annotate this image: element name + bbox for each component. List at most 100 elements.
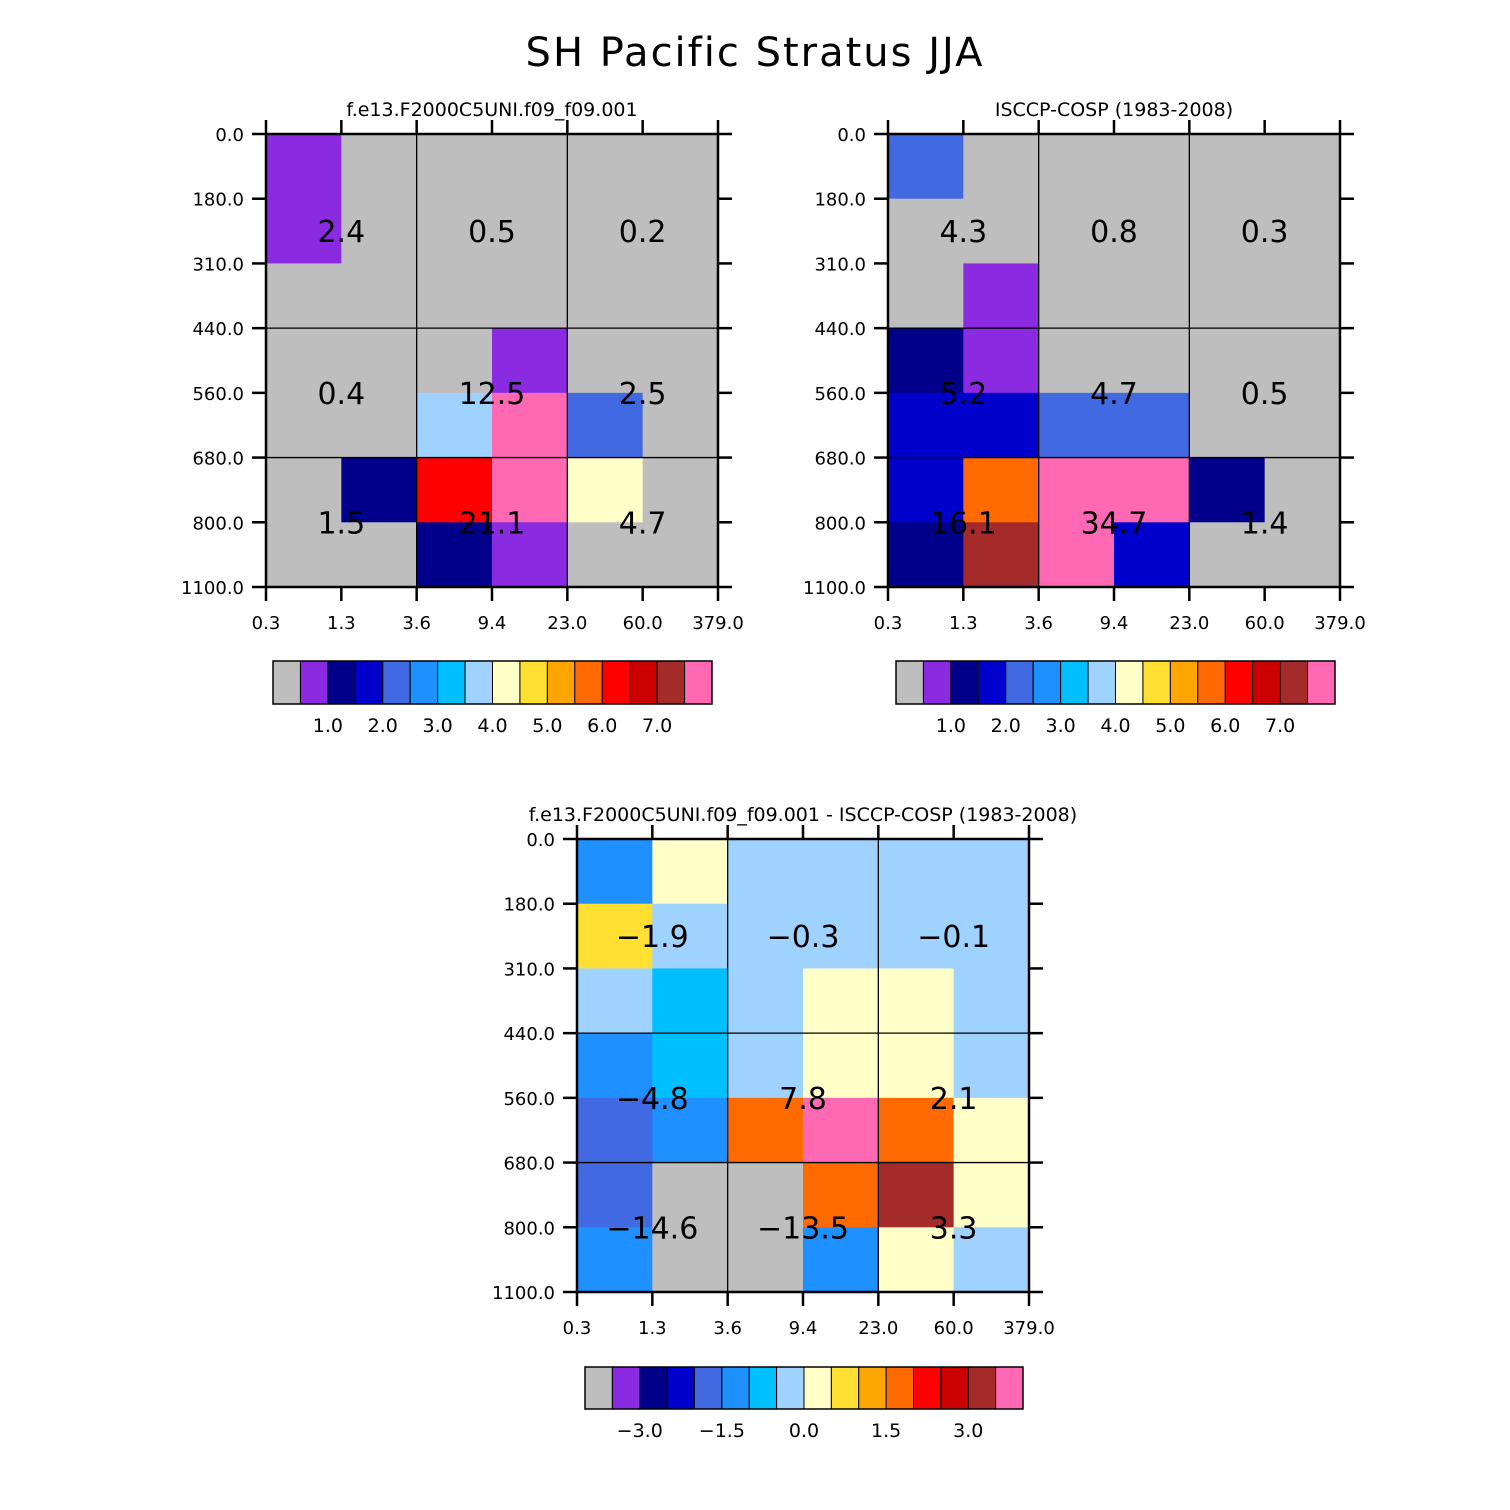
heatmap-cell	[1114, 392, 1190, 459]
heatmap-cell	[1264, 392, 1341, 459]
heatmap-cell	[1114, 457, 1190, 523]
panel-title: f.e13.F2000C5UNI.f09_f09.001 - ISCCP-COS…	[529, 804, 1077, 826]
heatmap-cell	[803, 903, 879, 970]
heatmap-cell	[652, 1097, 729, 1164]
heatmap-cell	[1189, 263, 1266, 329]
x-tick-label: 3.6	[713, 1318, 742, 1339]
heatmap-cell	[416, 263, 493, 329]
heatmap-cell	[341, 522, 418, 588]
x-tick-label: 9.4	[478, 613, 507, 634]
heatmap-cell	[1114, 263, 1190, 329]
heatmap-cell	[888, 134, 964, 200]
heatmap-cell	[652, 1162, 729, 1228]
panel-title: f.e13.F2000C5UNI.f09_f09.001	[346, 99, 637, 121]
colorbar-box	[666, 1366, 695, 1410]
heatmap-cell	[727, 968, 804, 1034]
y-tick-label: 310.0	[503, 959, 555, 980]
heatmap-cell	[577, 1097, 653, 1164]
colorbar-box	[694, 1366, 723, 1410]
y-tick-label: 0.0	[526, 830, 555, 851]
heatmap-cell	[577, 839, 653, 905]
group-value-label: 0.3	[1241, 215, 1289, 250]
y-tick-label: 1100.0	[492, 1283, 555, 1304]
colorbar-box	[1307, 660, 1336, 705]
heatmap-cell	[953, 903, 1030, 970]
y-tick-label: 560.0	[503, 1089, 555, 1110]
heatmap-cell	[492, 328, 568, 394]
heatmap-cell	[803, 1227, 879, 1293]
colorbar-label: 4.0	[477, 715, 507, 737]
colorbar-label: 5.0	[532, 715, 562, 737]
group-value-label: 4.7	[1090, 377, 1138, 412]
heatmap-cell	[492, 392, 568, 459]
y-tick-label: 680.0	[503, 1154, 555, 1175]
heatmap-cell	[953, 968, 1030, 1034]
heatmap-cell	[963, 522, 1040, 588]
x-tick-label: 3.6	[1024, 613, 1053, 634]
colorbar-box	[464, 660, 493, 705]
heatmap-cell	[878, 839, 955, 905]
group-value-label: 21.1	[459, 506, 526, 541]
heatmap-cell	[642, 457, 719, 523]
group-value-label: 12.5	[459, 377, 526, 412]
colorbar-box	[546, 660, 576, 705]
heatmap-cell	[1264, 134, 1341, 200]
y-tick-label: 440.0	[503, 1024, 555, 1045]
group-value-label: −4.8	[616, 1082, 689, 1117]
colorbar-box	[601, 660, 631, 705]
colorbar-box	[895, 660, 924, 705]
colorbar-box	[922, 660, 952, 705]
colorbar-label: 4.0	[1100, 715, 1130, 737]
y-tick-label: 0.0	[215, 125, 244, 146]
heatmap-cell	[567, 198, 644, 265]
group-value-label: 0.8	[1090, 215, 1138, 250]
heatmap-cell	[416, 198, 493, 265]
colorbar-box	[327, 660, 356, 705]
group-value-label: 2.1	[930, 1082, 978, 1117]
heatmap-cell	[727, 839, 804, 905]
heatmap-cell	[416, 457, 493, 523]
heatmap-cell	[1038, 328, 1115, 394]
colorbar-box	[574, 660, 603, 705]
heatmap-cell	[727, 1227, 804, 1293]
heatmap-cell	[577, 968, 653, 1034]
heatmap-cell	[963, 457, 1040, 523]
heatmap-cell	[492, 457, 568, 523]
colorbar-box	[519, 660, 548, 705]
colorbar-label: 1.5	[871, 1420, 901, 1442]
y-tick-label: 440.0	[814, 319, 866, 340]
heatmap-cell	[963, 392, 1040, 459]
group-value-label: 4.7	[619, 506, 667, 541]
heatmap-cell	[577, 1227, 653, 1293]
group-value-label: −14.6	[606, 1211, 698, 1246]
colorbar-label: 6.0	[587, 715, 617, 737]
x-tick-label: 23.0	[547, 613, 587, 634]
heatmap-cell	[642, 134, 719, 200]
colorbar-box	[1197, 660, 1226, 705]
group-value-label: 34.7	[1081, 506, 1148, 541]
colorbar-box	[584, 1366, 613, 1410]
colorbar-box	[858, 1366, 887, 1410]
colorbar-frame	[272, 660, 713, 705]
heatmap-cell	[803, 1033, 879, 1099]
heatmap-cell	[1264, 263, 1341, 329]
heatmap-cell	[1264, 522, 1341, 588]
colorbar-label: −3.0	[617, 1420, 663, 1442]
colorbar-box	[913, 1366, 942, 1410]
heatmap-cell	[727, 1097, 804, 1164]
y-tick-label: 680.0	[192, 449, 244, 470]
x-tick-label: 379.0	[692, 613, 744, 634]
heatmap-cell	[953, 1097, 1030, 1164]
heatmap-cell	[341, 457, 418, 523]
x-tick-label: 60.0	[623, 613, 663, 634]
heatmap-cell	[878, 968, 955, 1034]
y-tick-label: 180.0	[503, 895, 555, 916]
heatmap-cell	[492, 198, 568, 265]
colorbar-box	[803, 1366, 832, 1410]
heatmap-cell	[953, 1162, 1030, 1228]
colorbar-label: 6.0	[1210, 715, 1240, 737]
heatmap-cell	[888, 263, 964, 329]
heatmap-cell	[1264, 328, 1341, 394]
heatmap-cell	[1189, 134, 1266, 200]
